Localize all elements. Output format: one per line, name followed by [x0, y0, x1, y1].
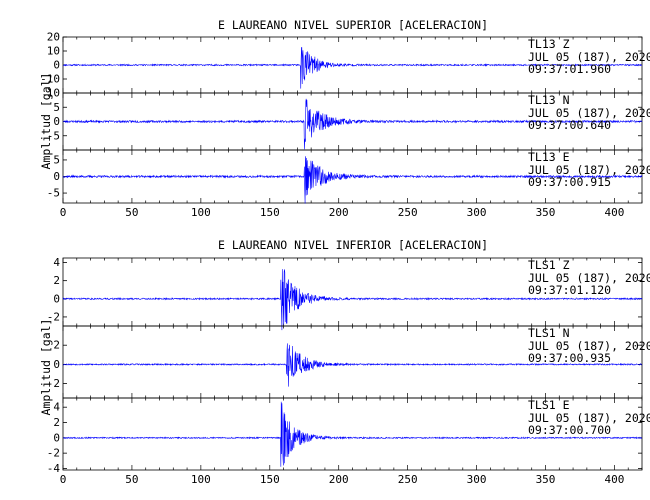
x-tick-label: 150 — [260, 473, 280, 486]
y-tick-label: 10 — [47, 45, 60, 58]
y-tick-label: -2 — [47, 310, 60, 323]
x-tick-label: 250 — [398, 206, 418, 219]
y-tick-label: 0 — [53, 431, 60, 444]
station-date-label: JUL 05 (187), 2020 — [528, 50, 650, 64]
x-tick-label: 0 — [60, 473, 67, 486]
station-date-label: JUL 05 (187), 2020 — [528, 271, 650, 285]
y-tick-label: 2 — [53, 416, 60, 429]
x-tick-label: 350 — [536, 206, 556, 219]
x-tick-label: 250 — [398, 473, 418, 486]
y-tick-label: 4 — [53, 401, 60, 414]
x-tick-label: 200 — [329, 206, 349, 219]
y-tick-label: 4 — [53, 256, 60, 269]
y-tick-label: 20 — [47, 31, 60, 44]
waveform-trace — [62, 47, 643, 89]
y-tick-label: 2 — [53, 274, 60, 287]
station-time-label: 09:37:01.960 — [528, 62, 611, 76]
x-tick-label: 150 — [260, 206, 280, 219]
station-component-label: TLS1 Z — [528, 258, 570, 272]
station-time-label: 09:37:00.700 — [528, 423, 611, 437]
y-tick-label: -5 — [47, 187, 60, 200]
station-time-label: 09:37:00.915 — [528, 175, 611, 189]
station-component-label: TL13 N — [528, 93, 570, 107]
x-tick-label: 350 — [536, 473, 556, 486]
y-tick-label: -2 — [47, 447, 60, 460]
x-tick-label: 50 — [125, 206, 138, 219]
y-tick-label: -5 — [47, 129, 60, 142]
x-tick-label: 50 — [125, 473, 138, 486]
x-tick-label: 400 — [604, 473, 624, 486]
station-component-label: TLS1 N — [528, 326, 570, 340]
y-tick-label: -4 — [47, 462, 61, 475]
station-date-label: JUL 05 (187), 2020 — [528, 163, 650, 177]
waveform-trace — [62, 401, 643, 467]
waveform-trace — [62, 98, 643, 150]
station-time-label: 09:37:00.935 — [528, 351, 611, 365]
y-tick-label: 5 — [53, 153, 60, 166]
y-tick-label: -10 — [40, 73, 60, 86]
y-tick-label: 10 — [47, 87, 60, 100]
x-tick-label: 300 — [467, 206, 487, 219]
station-component-label: TL13 E — [528, 150, 570, 164]
y-tick-label: 5 — [53, 101, 60, 114]
top-chart-title: E LAUREANO NIVEL SUPERIOR [ACELERACION] — [218, 18, 488, 32]
bottom-chart-title: E LAUREANO NIVEL INFERIOR [ACELERACION] — [218, 238, 488, 252]
x-tick-label: 100 — [191, 206, 211, 219]
x-tick-label: 0 — [60, 206, 67, 219]
station-component-label: TL13 Z — [528, 37, 570, 51]
waveform-trace — [62, 269, 643, 331]
waveform-trace — [62, 156, 643, 204]
bottom-chart-ylabel: Amplitud [gal] — [39, 319, 53, 416]
y-tick-label: 2 — [53, 339, 60, 352]
station-component-label: TLS1 E — [528, 398, 570, 412]
station-date-label: JUL 05 (187), 2020 — [528, 411, 650, 425]
y-tick-label: 0 — [53, 170, 60, 183]
x-tick-label: 400 — [604, 206, 624, 219]
waveform-trace — [62, 343, 643, 387]
y-tick-label: -2 — [47, 377, 60, 390]
y-tick-label: 0 — [53, 115, 60, 128]
y-tick-label: 0 — [53, 292, 60, 305]
x-tick-label: 300 — [467, 473, 487, 486]
station-date-label: JUL 05 (187), 2020 — [528, 339, 650, 353]
station-time-label: 09:37:00.640 — [528, 118, 611, 132]
station-date-label: JUL 05 (187), 2020 — [528, 106, 650, 120]
x-tick-label: 200 — [329, 473, 349, 486]
top-chart-ylabel: Amplitud [gal] — [39, 73, 53, 170]
y-tick-label: 0 — [53, 59, 60, 72]
y-tick-label: 0 — [53, 358, 60, 371]
station-time-label: 09:37:01.120 — [528, 283, 611, 297]
x-tick-label: 100 — [191, 473, 211, 486]
